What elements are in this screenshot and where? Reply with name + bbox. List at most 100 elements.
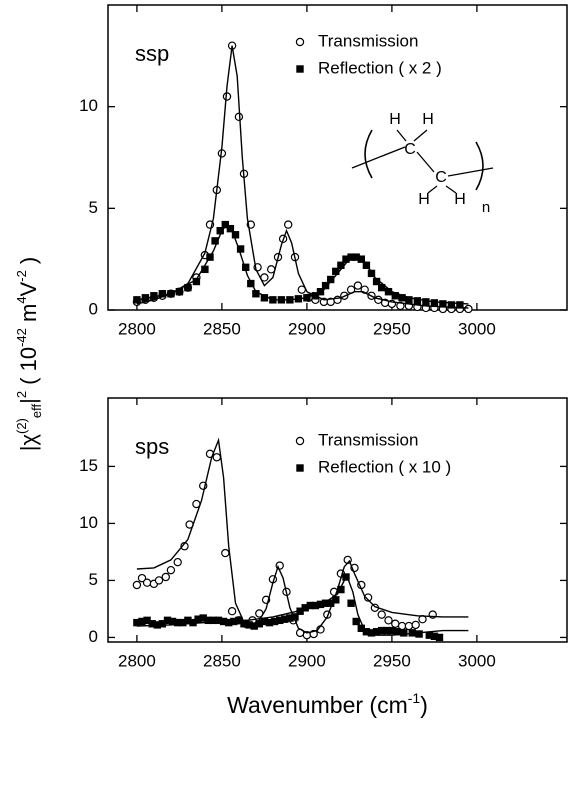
marker-square	[352, 617, 360, 626]
marker-square	[439, 300, 447, 308]
legend-marker	[295, 37, 305, 47]
marker-square	[306, 601, 314, 610]
legend-label: Transmission	[318, 31, 418, 50]
marker-square	[236, 245, 245, 253]
legend-label: Transmission	[318, 430, 418, 449]
marker-square	[252, 290, 260, 298]
marker-square	[321, 281, 330, 290]
marker-square	[357, 624, 365, 633]
marker-square	[201, 265, 209, 274]
y-label-part: V	[16, 281, 41, 296]
legend-marker	[295, 436, 305, 446]
marker-square	[286, 614, 294, 622]
x-tick-label: 3000	[458, 651, 496, 670]
structure-label: H	[418, 191, 430, 208]
marker-square	[158, 290, 167, 298]
marker-square	[158, 620, 167, 628]
marker-circle	[166, 565, 176, 575]
marker-circle	[284, 220, 293, 229]
marker-square	[327, 275, 335, 284]
x-tick-label: 2900	[288, 651, 326, 670]
marker-square	[194, 615, 202, 623]
marker-square	[168, 617, 177, 626]
marker-circle	[132, 580, 142, 590]
marker-square	[357, 255, 365, 263]
marker-square	[247, 279, 255, 288]
bond	[351, 146, 406, 169]
marker-circle	[173, 557, 182, 567]
marker-circle	[137, 573, 147, 583]
marker-square	[405, 296, 413, 304]
marker-square	[393, 628, 401, 636]
marker-circle	[363, 593, 373, 602]
marker-square	[265, 618, 274, 627]
marker-square	[184, 283, 192, 292]
marker-square	[337, 585, 345, 594]
y-label-part: )	[16, 257, 41, 270]
x-tick-label: 2800	[118, 319, 156, 338]
y-label-part: |	[16, 398, 41, 404]
bond	[447, 167, 494, 177]
bond	[413, 129, 428, 142]
marker-square	[301, 604, 309, 612]
marker-square	[133, 618, 141, 627]
x-tick-label: 2950	[373, 651, 411, 670]
bond	[416, 151, 435, 173]
marker-square	[214, 616, 223, 625]
panel-label: ssp	[135, 41, 169, 66]
x-label-part: -1	[408, 690, 421, 706]
marker-square	[231, 231, 240, 239]
marker-square	[456, 301, 464, 309]
marker-square	[430, 299, 439, 307]
panel-label: sps	[135, 434, 169, 459]
x-tick-label: 2950	[373, 319, 411, 338]
marker-square	[435, 633, 444, 642]
marker-square	[242, 263, 250, 271]
marker-square	[372, 628, 381, 636]
marker-square	[260, 294, 269, 302]
y-axis-label: |χ(2)eff|2 ( 10-42 m4V-2 )	[14, 257, 44, 452]
y-label-part: (2)	[14, 418, 29, 434]
marker-square	[342, 255, 350, 263]
marker-square	[291, 613, 299, 621]
marker-square	[378, 283, 386, 292]
marker-square	[398, 294, 406, 302]
marker-square	[138, 617, 146, 626]
marker-square	[150, 292, 158, 300]
marker-square	[148, 620, 156, 628]
marker-square	[211, 237, 219, 245]
marker-square	[378, 626, 386, 635]
legend-label: Reflection ( x 10 )	[318, 457, 451, 476]
marker-square	[352, 253, 360, 261]
marker-square	[260, 617, 269, 626]
marker-square	[174, 618, 182, 627]
x-label-part: )	[420, 692, 428, 718]
y-label-part: 4	[14, 296, 29, 303]
marker-square	[342, 573, 350, 581]
y-tick-label: 0	[89, 627, 98, 646]
marker-square	[281, 615, 289, 623]
y-label-part: eff	[29, 404, 44, 419]
structure-label: H	[454, 191, 466, 208]
bracket	[475, 141, 484, 191]
marker-square	[199, 614, 207, 622]
marker-square	[347, 599, 355, 607]
marker-square	[332, 596, 340, 604]
bond	[427, 185, 438, 194]
structure-label: H	[422, 111, 434, 128]
marker-square	[367, 629, 376, 637]
marker-circle	[154, 576, 164, 585]
marker-circle	[377, 610, 386, 619]
y-label-part: -2	[14, 270, 29, 282]
marker-square	[372, 277, 381, 286]
marker-square	[413, 297, 422, 305]
y-label-part: -42	[14, 328, 29, 347]
plot-frame	[107, 397, 568, 643]
marker-square	[133, 296, 141, 304]
y-tick-label: 15	[79, 456, 98, 475]
plot-frame	[107, 4, 568, 311]
structure-label: C	[404, 141, 416, 158]
marker-square	[189, 618, 197, 627]
structure-label: H	[389, 111, 401, 128]
marker-circle	[212, 453, 221, 462]
